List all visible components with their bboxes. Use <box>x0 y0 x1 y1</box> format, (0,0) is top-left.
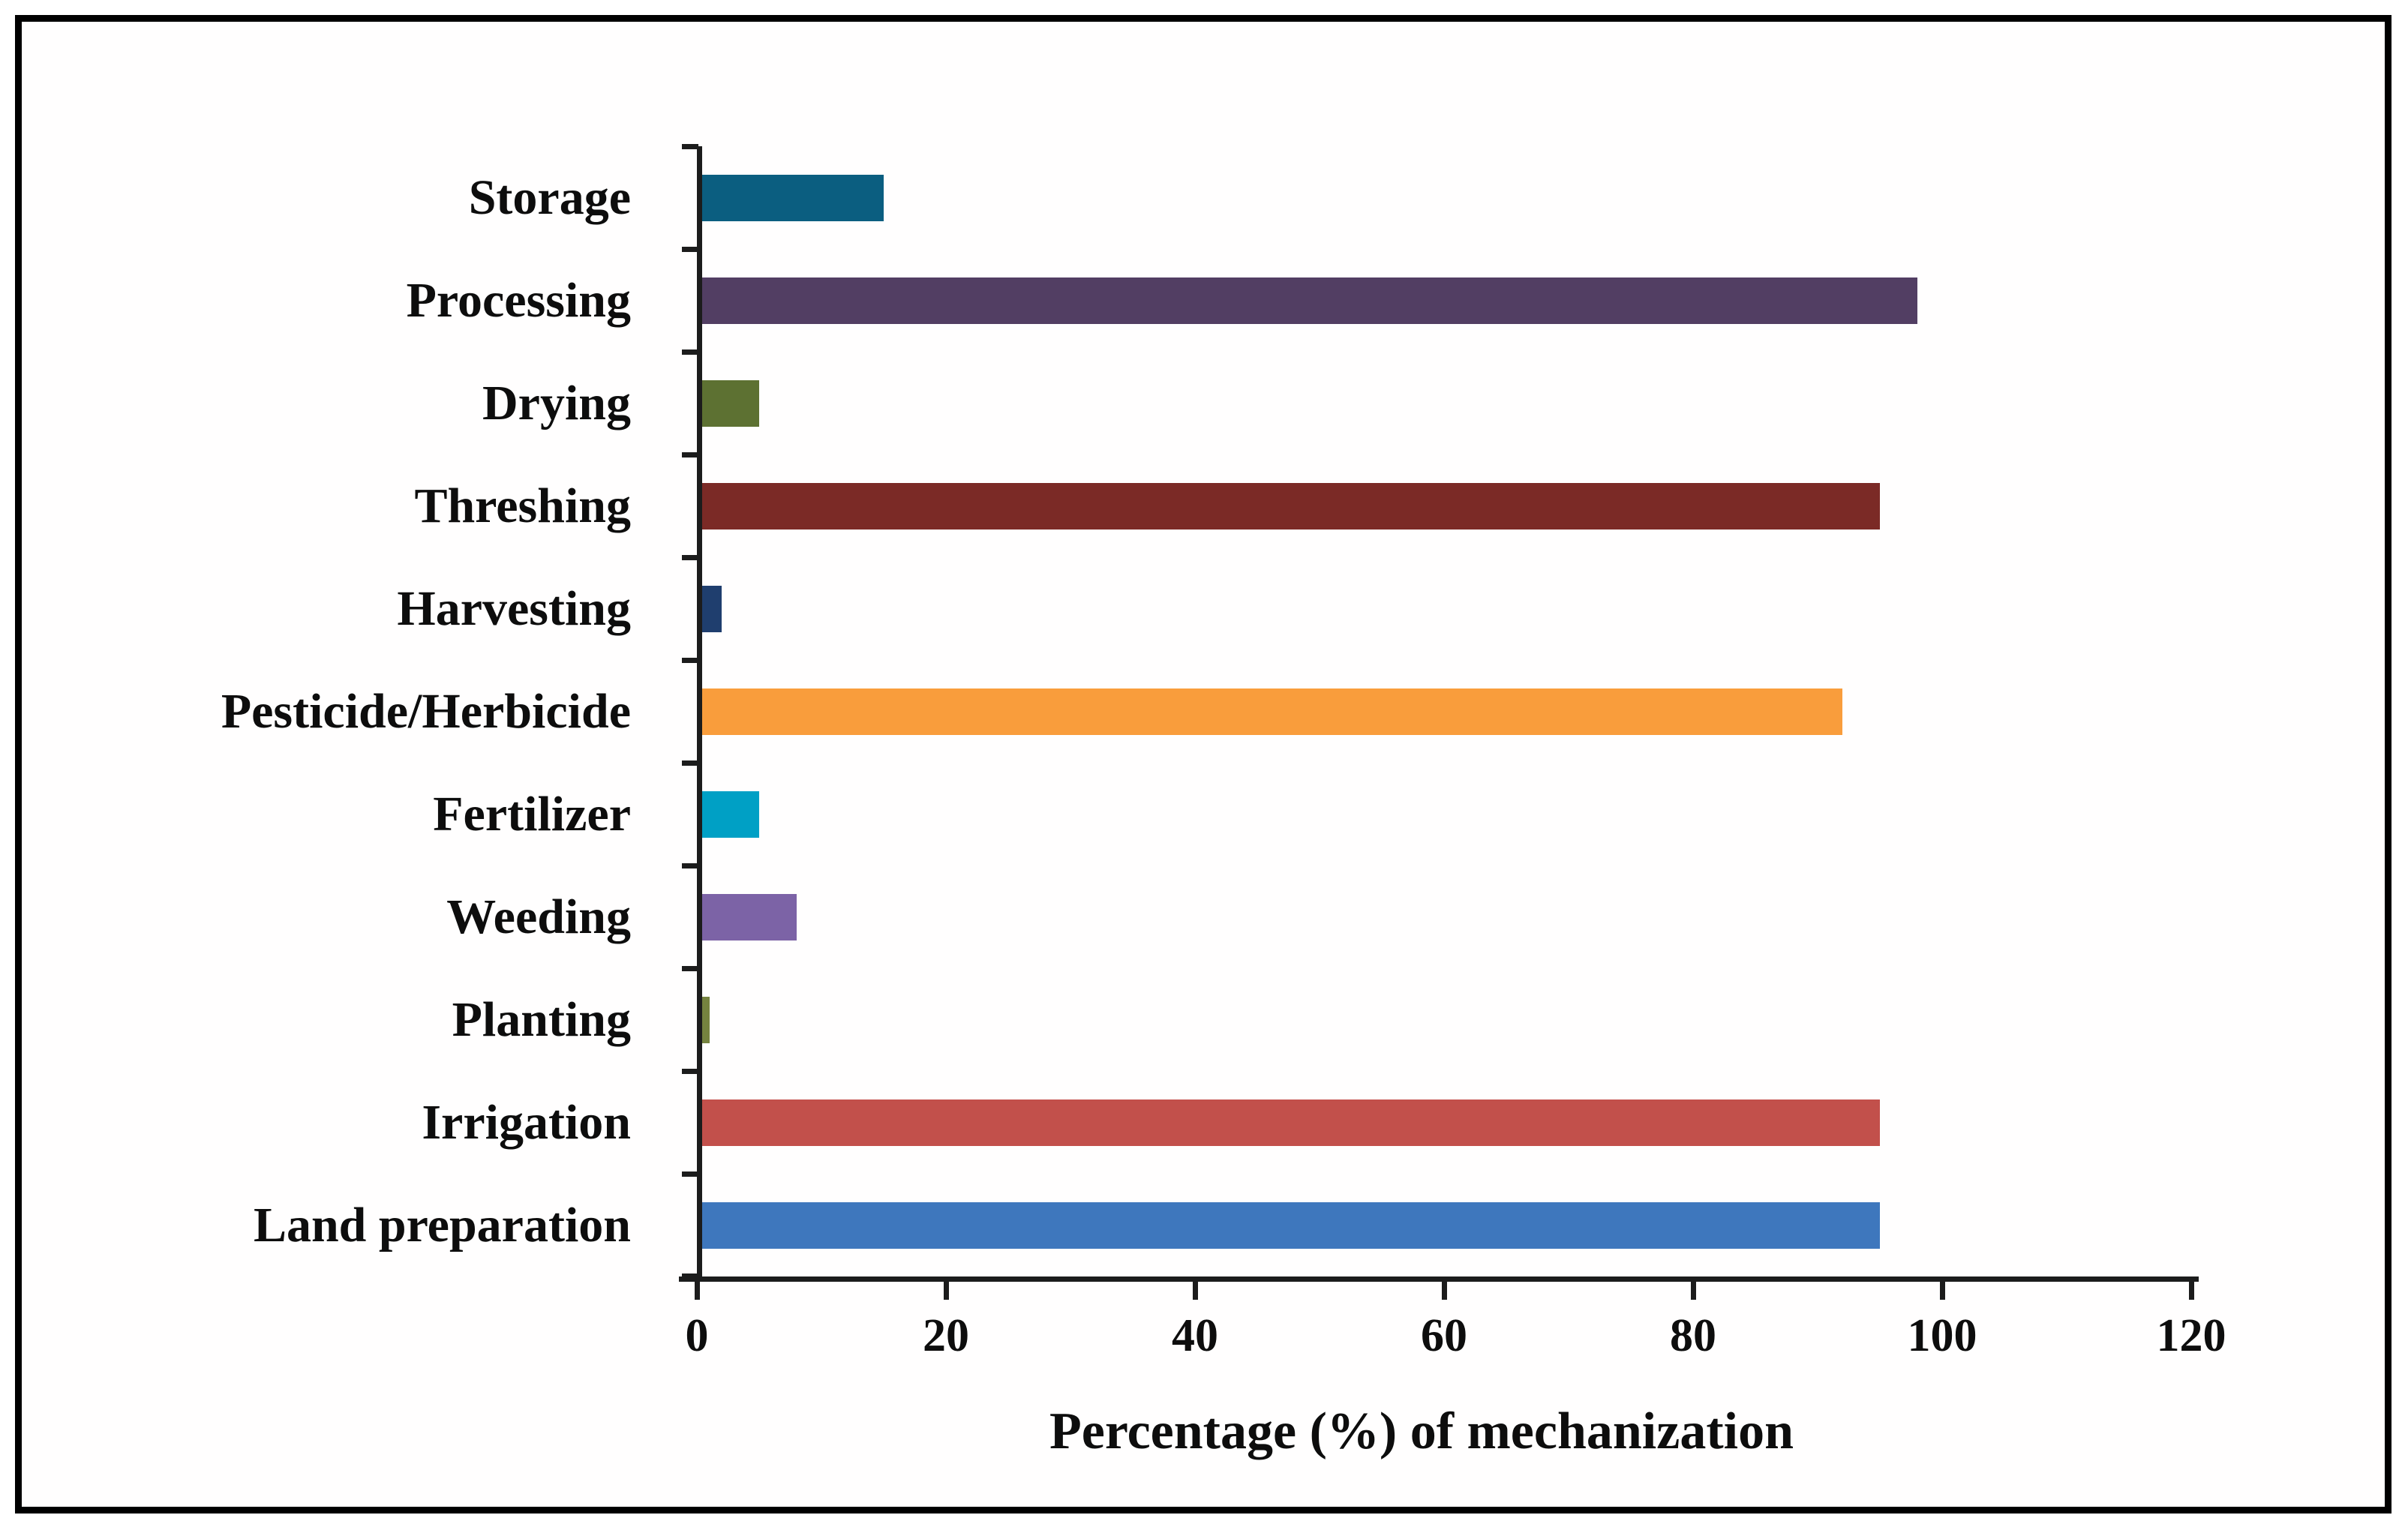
x-tick-label: 80 <box>1670 1310 1716 1361</box>
category-label: Planting <box>452 992 631 1047</box>
x-axis-line <box>679 1276 2199 1282</box>
x-axis-tick <box>1691 1282 1696 1300</box>
bar <box>697 482 1880 530</box>
y-axis-tick <box>682 247 698 252</box>
x-tick-label: 60 <box>1421 1310 1467 1361</box>
figure-border: Storage Processing Drying Threshing Harvesti… <box>15 15 2391 1514</box>
x-tick-label: 20 <box>923 1310 969 1361</box>
y-axis-tick <box>682 1069 698 1074</box>
x-tick-label: 120 <box>2156 1310 2226 1361</box>
y-axis-tick <box>682 1274 698 1279</box>
bar <box>697 1202 1880 1249</box>
x-axis-tick <box>1193 1282 1198 1300</box>
category-label: Weeding <box>446 889 631 944</box>
bar <box>697 277 1917 324</box>
category-label: Drying <box>482 375 631 430</box>
x-axis-tick <box>2189 1282 2194 1300</box>
x-axis-tick <box>944 1282 949 1300</box>
y-axis-tick <box>682 760 698 766</box>
bar <box>697 790 759 838</box>
y-axis-tick <box>682 144 698 149</box>
x-axis-title: Percentage (%) of mechanization <box>1049 1402 1794 1460</box>
y-axis-tick <box>682 350 698 355</box>
bar <box>697 380 759 427</box>
y-axis-tick <box>682 658 698 663</box>
y-axis-tick <box>682 452 698 458</box>
x-tick-label: 0 <box>685 1310 709 1361</box>
category-label: Fertilizer <box>433 786 631 842</box>
category-label: Land preparation <box>253 1197 631 1252</box>
category-label: Irrigation <box>422 1094 631 1150</box>
y-axis-line <box>697 146 702 1282</box>
bar <box>697 174 884 221</box>
x-axis-tick <box>1940 1282 1945 1300</box>
bar <box>697 893 797 940</box>
y-axis-tick <box>682 555 698 560</box>
category-label: Pesticide/Herbicide <box>221 683 631 739</box>
bar-chart: Storage Processing Drying Threshing Harvesti… <box>22 22 2385 1507</box>
bar <box>697 688 1843 735</box>
category-label: Threshing <box>414 478 631 533</box>
y-axis-tick <box>682 966 698 971</box>
x-axis-tick <box>695 1282 700 1300</box>
y-axis-tick <box>682 1172 698 1177</box>
category-label: Storage <box>468 170 631 225</box>
category-label: Harvesting <box>397 580 631 636</box>
y-axis-tick <box>682 863 698 868</box>
x-axis-tick <box>1442 1282 1447 1300</box>
category-label: Processing <box>406 272 631 328</box>
bar <box>697 1099 1880 1146</box>
x-tick-label: 40 <box>1172 1310 1218 1361</box>
x-tick-label: 100 <box>1907 1310 1977 1361</box>
